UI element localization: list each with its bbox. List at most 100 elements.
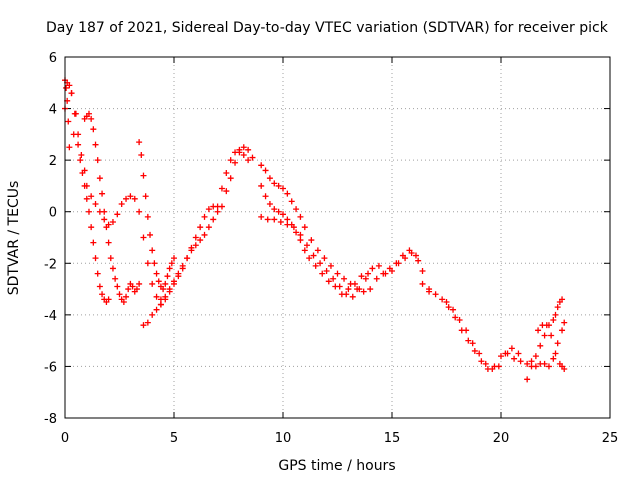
- data-point: [105, 239, 112, 246]
- data-point: [535, 327, 542, 334]
- data-point: [349, 293, 356, 300]
- data-point: [136, 280, 143, 287]
- data-points: [62, 77, 568, 383]
- data-point: [136, 208, 143, 215]
- data-point: [88, 224, 95, 231]
- x-tick-label: 5: [170, 431, 178, 446]
- y-tick-label: -8: [44, 412, 57, 427]
- data-point: [125, 286, 132, 293]
- data-point: [550, 355, 557, 362]
- data-point: [149, 311, 156, 318]
- data-point: [197, 224, 204, 231]
- data-point: [443, 298, 450, 305]
- data-point: [323, 268, 330, 275]
- data-point: [382, 270, 389, 277]
- data-point: [330, 275, 337, 282]
- data-point: [280, 185, 286, 192]
- data-point: [101, 208, 108, 215]
- data-point: [201, 231, 208, 238]
- data-point: [445, 304, 452, 311]
- data-point: [116, 291, 123, 298]
- data-point: [164, 273, 171, 280]
- data-point: [537, 342, 544, 349]
- data-point: [197, 237, 204, 244]
- data-point: [321, 255, 328, 262]
- data-point: [66, 82, 73, 89]
- data-point: [171, 255, 177, 262]
- data-point: [63, 84, 70, 91]
- data-point: [210, 203, 217, 210]
- data-point: [157, 301, 164, 308]
- data-point: [395, 260, 402, 267]
- data-point: [184, 255, 191, 262]
- data-point: [288, 221, 295, 228]
- x-tick-label: 20: [493, 431, 510, 446]
- data-point: [266, 200, 273, 207]
- data-point: [127, 193, 134, 200]
- data-point: [515, 350, 522, 357]
- data-point: [280, 211, 286, 218]
- series-arc-3: [81, 110, 143, 305]
- y-tick-label: 2: [49, 154, 57, 169]
- data-point: [88, 193, 95, 200]
- data-point: [306, 255, 313, 262]
- data-point: [192, 242, 199, 249]
- series-arc-10: [419, 280, 535, 373]
- data-point: [188, 244, 195, 251]
- data-point: [450, 306, 457, 313]
- data-point: [312, 262, 319, 269]
- data-point: [133, 286, 140, 293]
- data-point: [351, 280, 358, 287]
- data-point: [218, 203, 225, 210]
- y-tick-label: -6: [44, 360, 57, 375]
- data-point: [245, 146, 252, 153]
- data-point: [85, 208, 92, 215]
- data-point: [517, 358, 524, 365]
- data-point: [92, 200, 99, 207]
- data-point: [123, 195, 130, 202]
- data-point: [554, 304, 561, 311]
- data-point: [338, 291, 345, 298]
- data-point: [284, 190, 291, 197]
- data-point: [419, 280, 426, 287]
- data-point: [345, 286, 352, 293]
- series-arc-9: [258, 182, 372, 298]
- data-point: [112, 275, 119, 282]
- data-point: [92, 255, 99, 262]
- series-arc-13: [532, 319, 568, 370]
- data-point: [271, 206, 278, 213]
- data-point: [123, 293, 130, 300]
- data-point: [262, 167, 269, 174]
- data-point: [452, 314, 459, 321]
- data-point: [118, 200, 125, 207]
- grid-lines: [65, 57, 610, 418]
- data-point: [65, 118, 72, 125]
- x-tick-label: 15: [384, 431, 401, 446]
- series-arc-8: [258, 213, 422, 300]
- data-point: [140, 172, 147, 179]
- data-point: [166, 286, 173, 293]
- data-point: [528, 358, 535, 365]
- data-point: [101, 216, 108, 223]
- data-point: [258, 162, 265, 169]
- data-point: [171, 278, 177, 285]
- data-point: [114, 283, 121, 290]
- series-arc-14: [535, 322, 568, 373]
- data-point: [293, 206, 300, 213]
- series-arc-7: [258, 162, 433, 295]
- axis-ticks: 0 5 10 15 20 25 -8 -6 -4 -2 0 2 4 6: [44, 51, 618, 446]
- data-point: [373, 275, 380, 282]
- x-tick-label: 0: [61, 431, 69, 446]
- data-point: [99, 190, 106, 197]
- data-point: [465, 337, 472, 344]
- data-point: [532, 353, 539, 360]
- data-point: [214, 208, 221, 215]
- data-point: [192, 234, 199, 241]
- data-point: [408, 249, 415, 256]
- y-tick-label: 6: [49, 51, 57, 66]
- data-point: [142, 193, 149, 200]
- data-point: [319, 270, 326, 277]
- data-point: [109, 265, 116, 272]
- data-point: [149, 280, 156, 287]
- data-point: [284, 216, 291, 223]
